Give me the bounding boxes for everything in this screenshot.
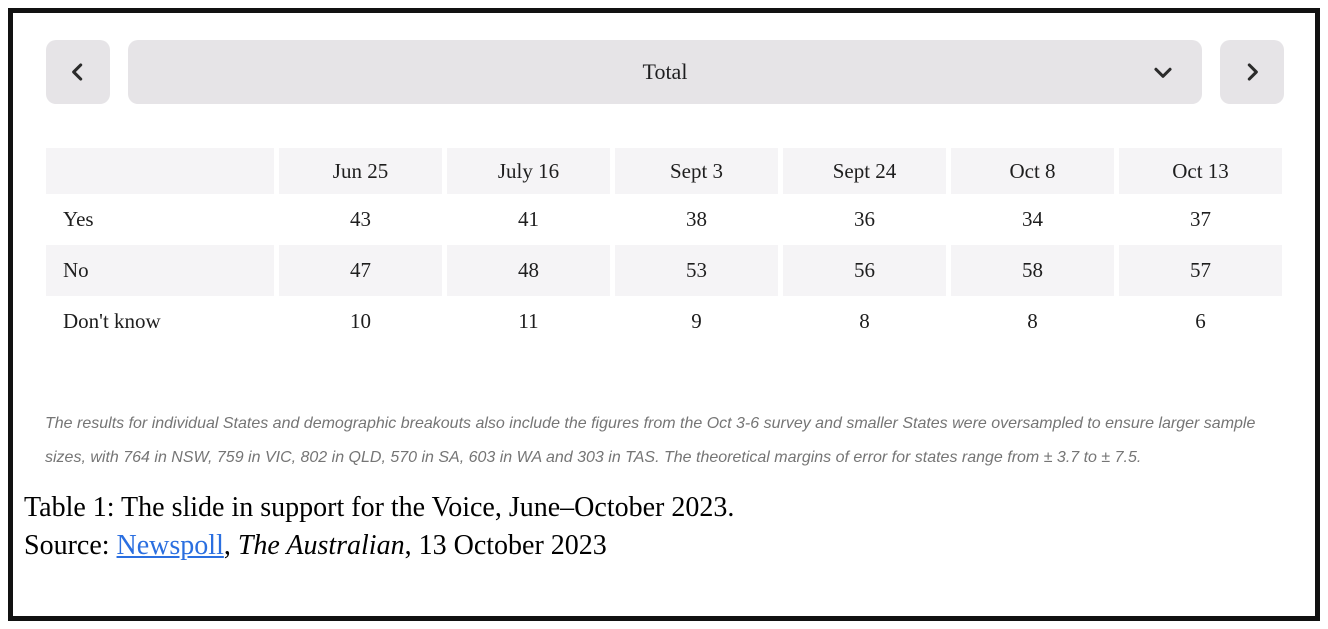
table-row-dont-know: Don't know 10 11 9 8 8 6 [46, 296, 1282, 347]
table-cell: 11 [518, 309, 539, 333]
chevron-left-icon [65, 59, 91, 85]
poll-table: Jun 25 July 16 Sept 3 Sept 24 Oct 8 Oct … [41, 148, 1287, 347]
methodology-footnote: The results for individual States and de… [45, 415, 1256, 466]
column-header: July 16 [447, 148, 610, 194]
table-cell: 8 [859, 309, 870, 333]
table-caption: Table 1: The slide in support for the Vo… [24, 492, 735, 523]
source-suffix: , 13 October 2023 [404, 530, 607, 561]
table-cell: 6 [1195, 309, 1206, 333]
table-cell: 36 [854, 207, 875, 231]
newspoll-link[interactable]: Newspoll [116, 530, 224, 561]
row-label: No [46, 245, 274, 296]
table-cell: 41 [518, 207, 539, 231]
header-row: Jun 25 July 16 Sept 3 Sept 24 Oct 8 Oct … [46, 148, 1282, 194]
column-header: Oct 8 [951, 148, 1114, 194]
column-header: Sept 24 [783, 148, 946, 194]
table-cell: 56 [783, 245, 946, 296]
table-row-yes: Yes 43 41 38 36 34 37 [46, 194, 1282, 245]
source-line: Source: Newspoll, The Australian, 13 Oct… [24, 527, 1295, 565]
table-cell: 8 [1027, 309, 1038, 333]
table-cell: 37 [1190, 207, 1211, 231]
source-prefix: Source: [24, 530, 117, 561]
table-cell: 57 [1119, 245, 1282, 296]
table-cell: 38 [686, 207, 707, 231]
column-header: Oct 13 [1119, 148, 1282, 194]
table-cell: 43 [350, 207, 371, 231]
chevron-right-icon [1239, 59, 1265, 85]
table-cell: 9 [691, 309, 702, 333]
caption-block: Table 1: The slide in support for the Vo… [24, 489, 1295, 565]
table-cell: 58 [951, 245, 1114, 296]
series-selector-value: Total [642, 59, 688, 84]
prev-button[interactable] [46, 40, 110, 104]
table-cell: 48 [447, 245, 610, 296]
table-cell: 47 [279, 245, 442, 296]
row-label: Yes [63, 207, 94, 231]
table-cell: 34 [1022, 207, 1043, 231]
series-selector-dropdown[interactable]: Total [128, 40, 1202, 104]
publication-name: The Australian [237, 530, 405, 561]
table-container: Jun 25 July 16 Sept 3 Sept 24 Oct 8 Oct … [41, 148, 1282, 347]
figure-frame: Total Jun 25 July 16 Sept 3 [8, 8, 1320, 621]
column-header: Sept 3 [615, 148, 778, 194]
table-widget-controls: Total [46, 40, 1284, 104]
row-label: Don't know [63, 309, 161, 333]
chevron-down-icon [1150, 59, 1176, 85]
table-cell: 53 [615, 245, 778, 296]
source-separator: , [223, 530, 238, 561]
corner-cell [46, 148, 274, 194]
next-button[interactable] [1220, 40, 1284, 104]
column-header: Jun 25 [279, 148, 442, 194]
table-row-no: No 47 48 53 56 58 57 [46, 245, 1282, 296]
table-cell: 10 [350, 309, 371, 333]
